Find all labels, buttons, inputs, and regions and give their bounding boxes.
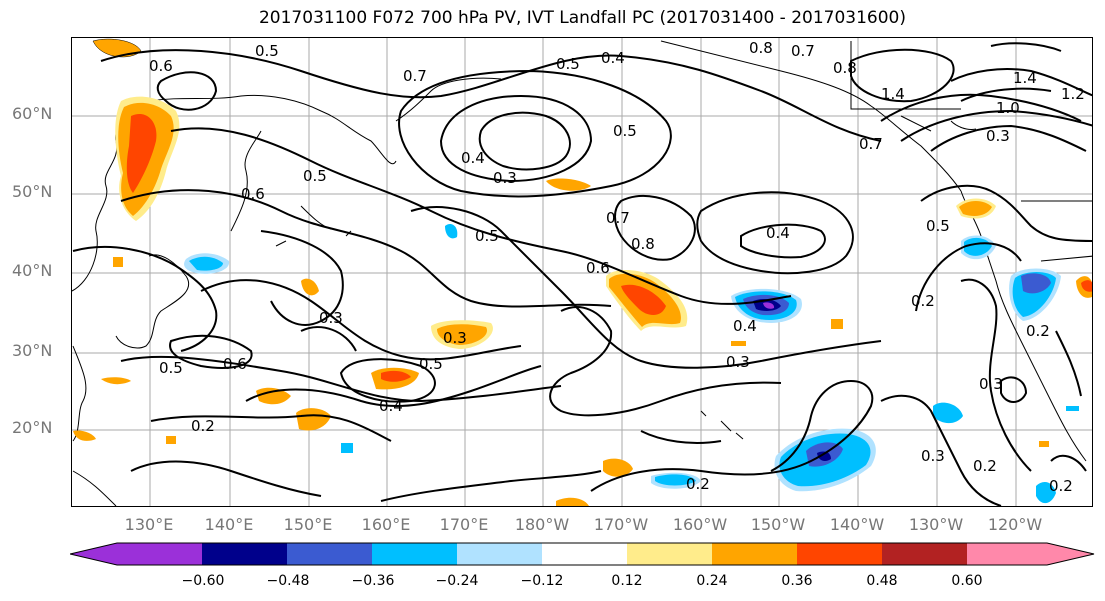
lat-label-30n: 30°N bbox=[12, 341, 53, 360]
pv-contours bbox=[72, 42, 1092, 506]
contour-label: 0.4 bbox=[461, 149, 485, 167]
contour-label: 0.5 bbox=[475, 227, 499, 245]
contour-label: 0.3 bbox=[493, 169, 517, 187]
contour-label: 0.8 bbox=[833, 59, 857, 77]
lon-label-130e: 130°E bbox=[124, 515, 174, 534]
colorbar-segment bbox=[797, 543, 882, 565]
contour-label: 0.8 bbox=[631, 235, 655, 253]
colorbar-tick-label: −0.60 bbox=[181, 573, 225, 589]
lat-label-50n: 50°N bbox=[12, 182, 53, 201]
colorbar bbox=[70, 542, 1095, 566]
colorbar-segment bbox=[712, 543, 797, 565]
colorbar-tick-label: −0.48 bbox=[266, 573, 310, 589]
contour-label: 0.3 bbox=[443, 329, 467, 347]
contour-label: 0.4 bbox=[379, 397, 403, 415]
lat-label-20n: 20°N bbox=[12, 418, 53, 437]
colorbar-segment bbox=[202, 543, 287, 565]
contour-label: 0.5 bbox=[255, 42, 279, 60]
lon-label-160e: 160°E bbox=[361, 515, 411, 534]
contour-label: 0.4 bbox=[733, 317, 757, 335]
contour-label: 0.6 bbox=[241, 185, 265, 203]
contour-label: 0.7 bbox=[791, 42, 815, 60]
colorbar-segment bbox=[1047, 543, 1094, 565]
colorbar-segment bbox=[372, 543, 457, 565]
map-title: 2017031100 F072 700 hPa PV, IVT Landfall… bbox=[258, 8, 906, 28]
contour-label: 0.2 bbox=[686, 475, 710, 493]
contour-label: 0.5 bbox=[613, 122, 637, 140]
contour-label: 0.3 bbox=[726, 353, 750, 371]
contour-label: 0.4 bbox=[766, 224, 790, 242]
colorbar-segment bbox=[117, 543, 202, 565]
contour-label: 0.2 bbox=[1049, 477, 1073, 495]
contour-label: 0.3 bbox=[986, 127, 1010, 145]
lon-label-140w: 140°W bbox=[829, 515, 885, 534]
contour-label: 0.5 bbox=[303, 167, 327, 185]
contour-label: 0.5 bbox=[159, 359, 183, 377]
colorbar-tick-label: 0.24 bbox=[696, 573, 728, 589]
colorbar-segment bbox=[967, 543, 1047, 565]
contour-label: 0.2 bbox=[1026, 322, 1050, 340]
colorbar-segment bbox=[542, 543, 627, 565]
contour-label: 0.7 bbox=[606, 209, 630, 227]
colorbar-tick-label: 0.36 bbox=[781, 573, 813, 589]
lon-label-180w: 180°W bbox=[514, 515, 570, 534]
contour-label: 0.6 bbox=[149, 57, 173, 75]
colorbar-outline bbox=[70, 542, 1095, 566]
contour-label: 0.3 bbox=[979, 375, 1003, 393]
colorbar-tick-label: 0.12 bbox=[611, 573, 643, 589]
map-panel: 0.6 0.5 0.7 0.5 0.4 0.8 0.7 0.8 1.4 1.0 … bbox=[71, 37, 1093, 507]
contour-label: 0.5 bbox=[556, 55, 580, 73]
colorbar-segment bbox=[882, 543, 967, 565]
contour-label: 0.4 bbox=[601, 49, 625, 67]
contour-label: 1.4 bbox=[881, 85, 905, 103]
lon-label-130w: 130°W bbox=[908, 515, 964, 534]
map-canvas: 0.6 0.5 0.7 0.5 0.4 0.8 0.7 0.8 1.4 1.0 … bbox=[72, 38, 1092, 506]
contour-label: 0.7 bbox=[859, 135, 883, 153]
contour-label: 0.6 bbox=[586, 259, 610, 277]
contour-label: 0.3 bbox=[319, 309, 343, 327]
contour-label: 1.0 bbox=[996, 99, 1020, 117]
graticule bbox=[72, 38, 1092, 506]
colorbar-tick-label: −0.24 bbox=[435, 573, 479, 589]
contour-label: 0.5 bbox=[926, 217, 950, 235]
contour-label: 1.4 bbox=[1013, 69, 1037, 87]
contour-label: 0.2 bbox=[911, 292, 935, 310]
colorbar-tick-label: 0.48 bbox=[866, 573, 898, 589]
contour-label: 0.8 bbox=[749, 39, 773, 57]
contour-label: 0.2 bbox=[973, 457, 997, 475]
lat-label-60n: 60°N bbox=[12, 104, 53, 123]
contour-label: 0.7 bbox=[403, 67, 427, 85]
lon-label-140e: 140°E bbox=[204, 515, 254, 534]
lon-label-150e: 150°E bbox=[283, 515, 333, 534]
colorbar-segment bbox=[70, 543, 117, 565]
colorbar-tick-label: 0.60 bbox=[951, 573, 983, 589]
contour-label-layer: 0.6 0.5 0.7 0.5 0.4 0.8 0.7 0.8 1.4 1.0 … bbox=[149, 39, 1085, 495]
contour-label: 0.6 bbox=[223, 355, 247, 373]
colorbar-tick-label: −0.36 bbox=[351, 573, 395, 589]
lon-label-150w: 150°W bbox=[750, 515, 806, 534]
lon-label-170e: 170°E bbox=[439, 515, 489, 534]
contour-label: 1.2 bbox=[1061, 85, 1085, 103]
colorbar-tick-label: −0.12 bbox=[520, 573, 564, 589]
contour-label: 0.3 bbox=[921, 447, 945, 465]
colorbar-segment bbox=[287, 543, 372, 565]
lon-label-160w: 160°W bbox=[672, 515, 728, 534]
lon-label-170w: 170°W bbox=[593, 515, 649, 534]
lat-label-40n: 40°N bbox=[12, 261, 53, 280]
contour-label: 0.5 bbox=[419, 355, 443, 373]
colorbar-segment bbox=[627, 543, 712, 565]
contour-label: 0.2 bbox=[191, 417, 215, 435]
lon-label-120w: 120°W bbox=[987, 515, 1043, 534]
colorbar-segment bbox=[457, 543, 542, 565]
